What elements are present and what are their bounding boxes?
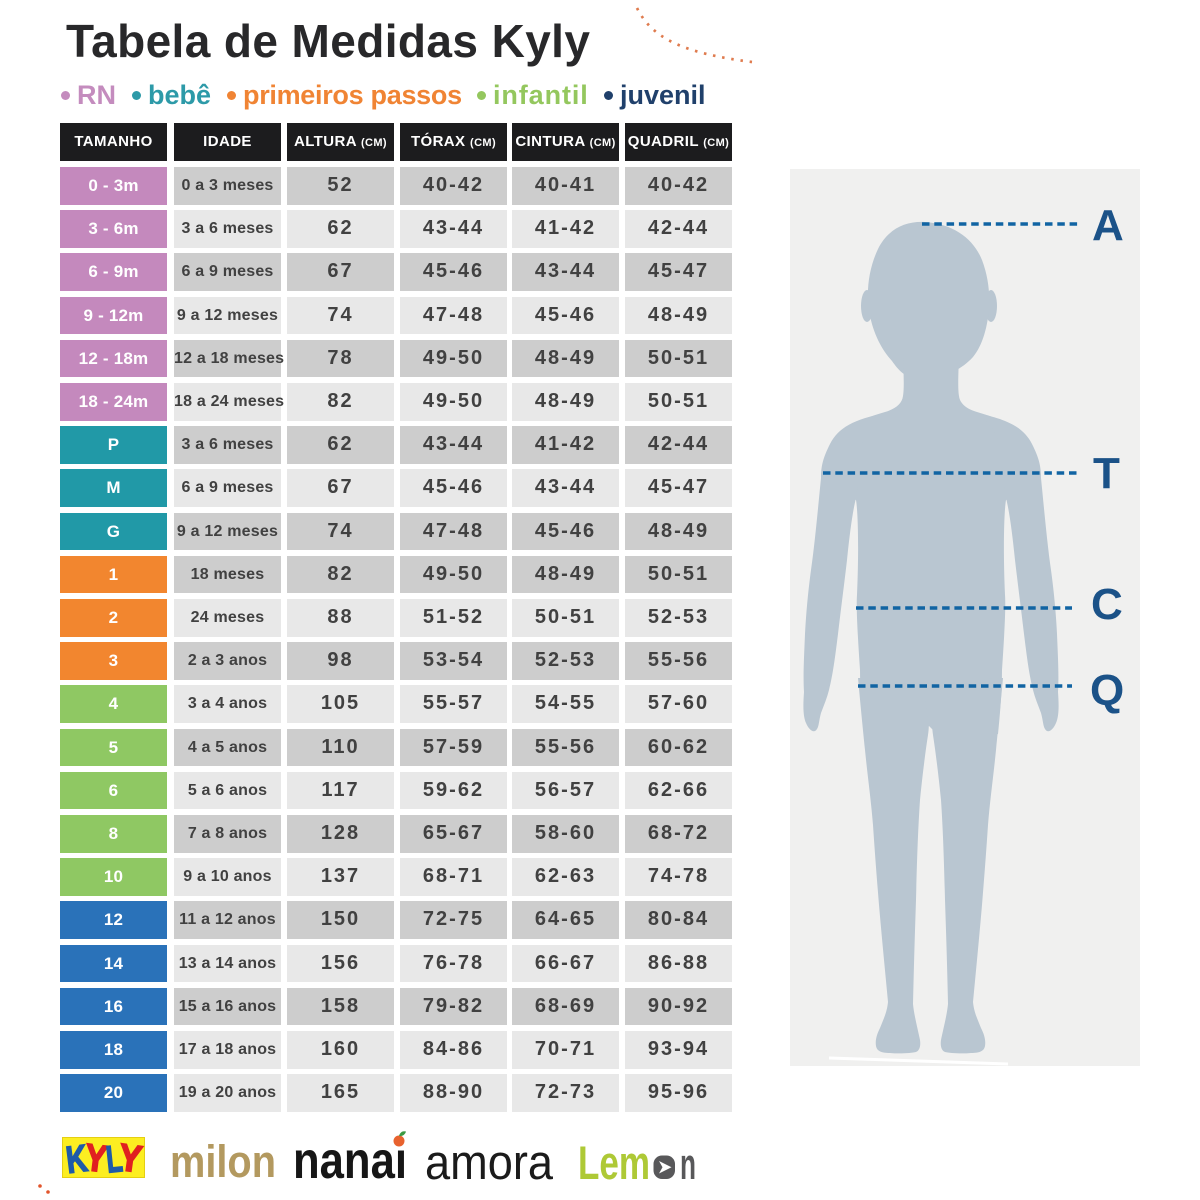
svg-text:nanaı: nanaı [293,1132,407,1190]
svg-text:Q: Q [1090,666,1124,715]
svg-text:Lem: Lem [578,1136,650,1189]
svg-text:Y: Y [116,1137,145,1178]
svg-text:L: L [104,1138,124,1178]
svg-text:C: C [1091,580,1123,629]
svg-text:milon: milon [170,1136,276,1187]
svg-text:A: A [1092,201,1124,250]
svg-text:T: T [1093,449,1120,498]
svg-text:n: n [680,1140,696,1189]
svg-text:amora: amora [425,1136,554,1190]
svg-text:Y: Y [82,1137,109,1178]
svg-text:K: K [64,1138,90,1178]
